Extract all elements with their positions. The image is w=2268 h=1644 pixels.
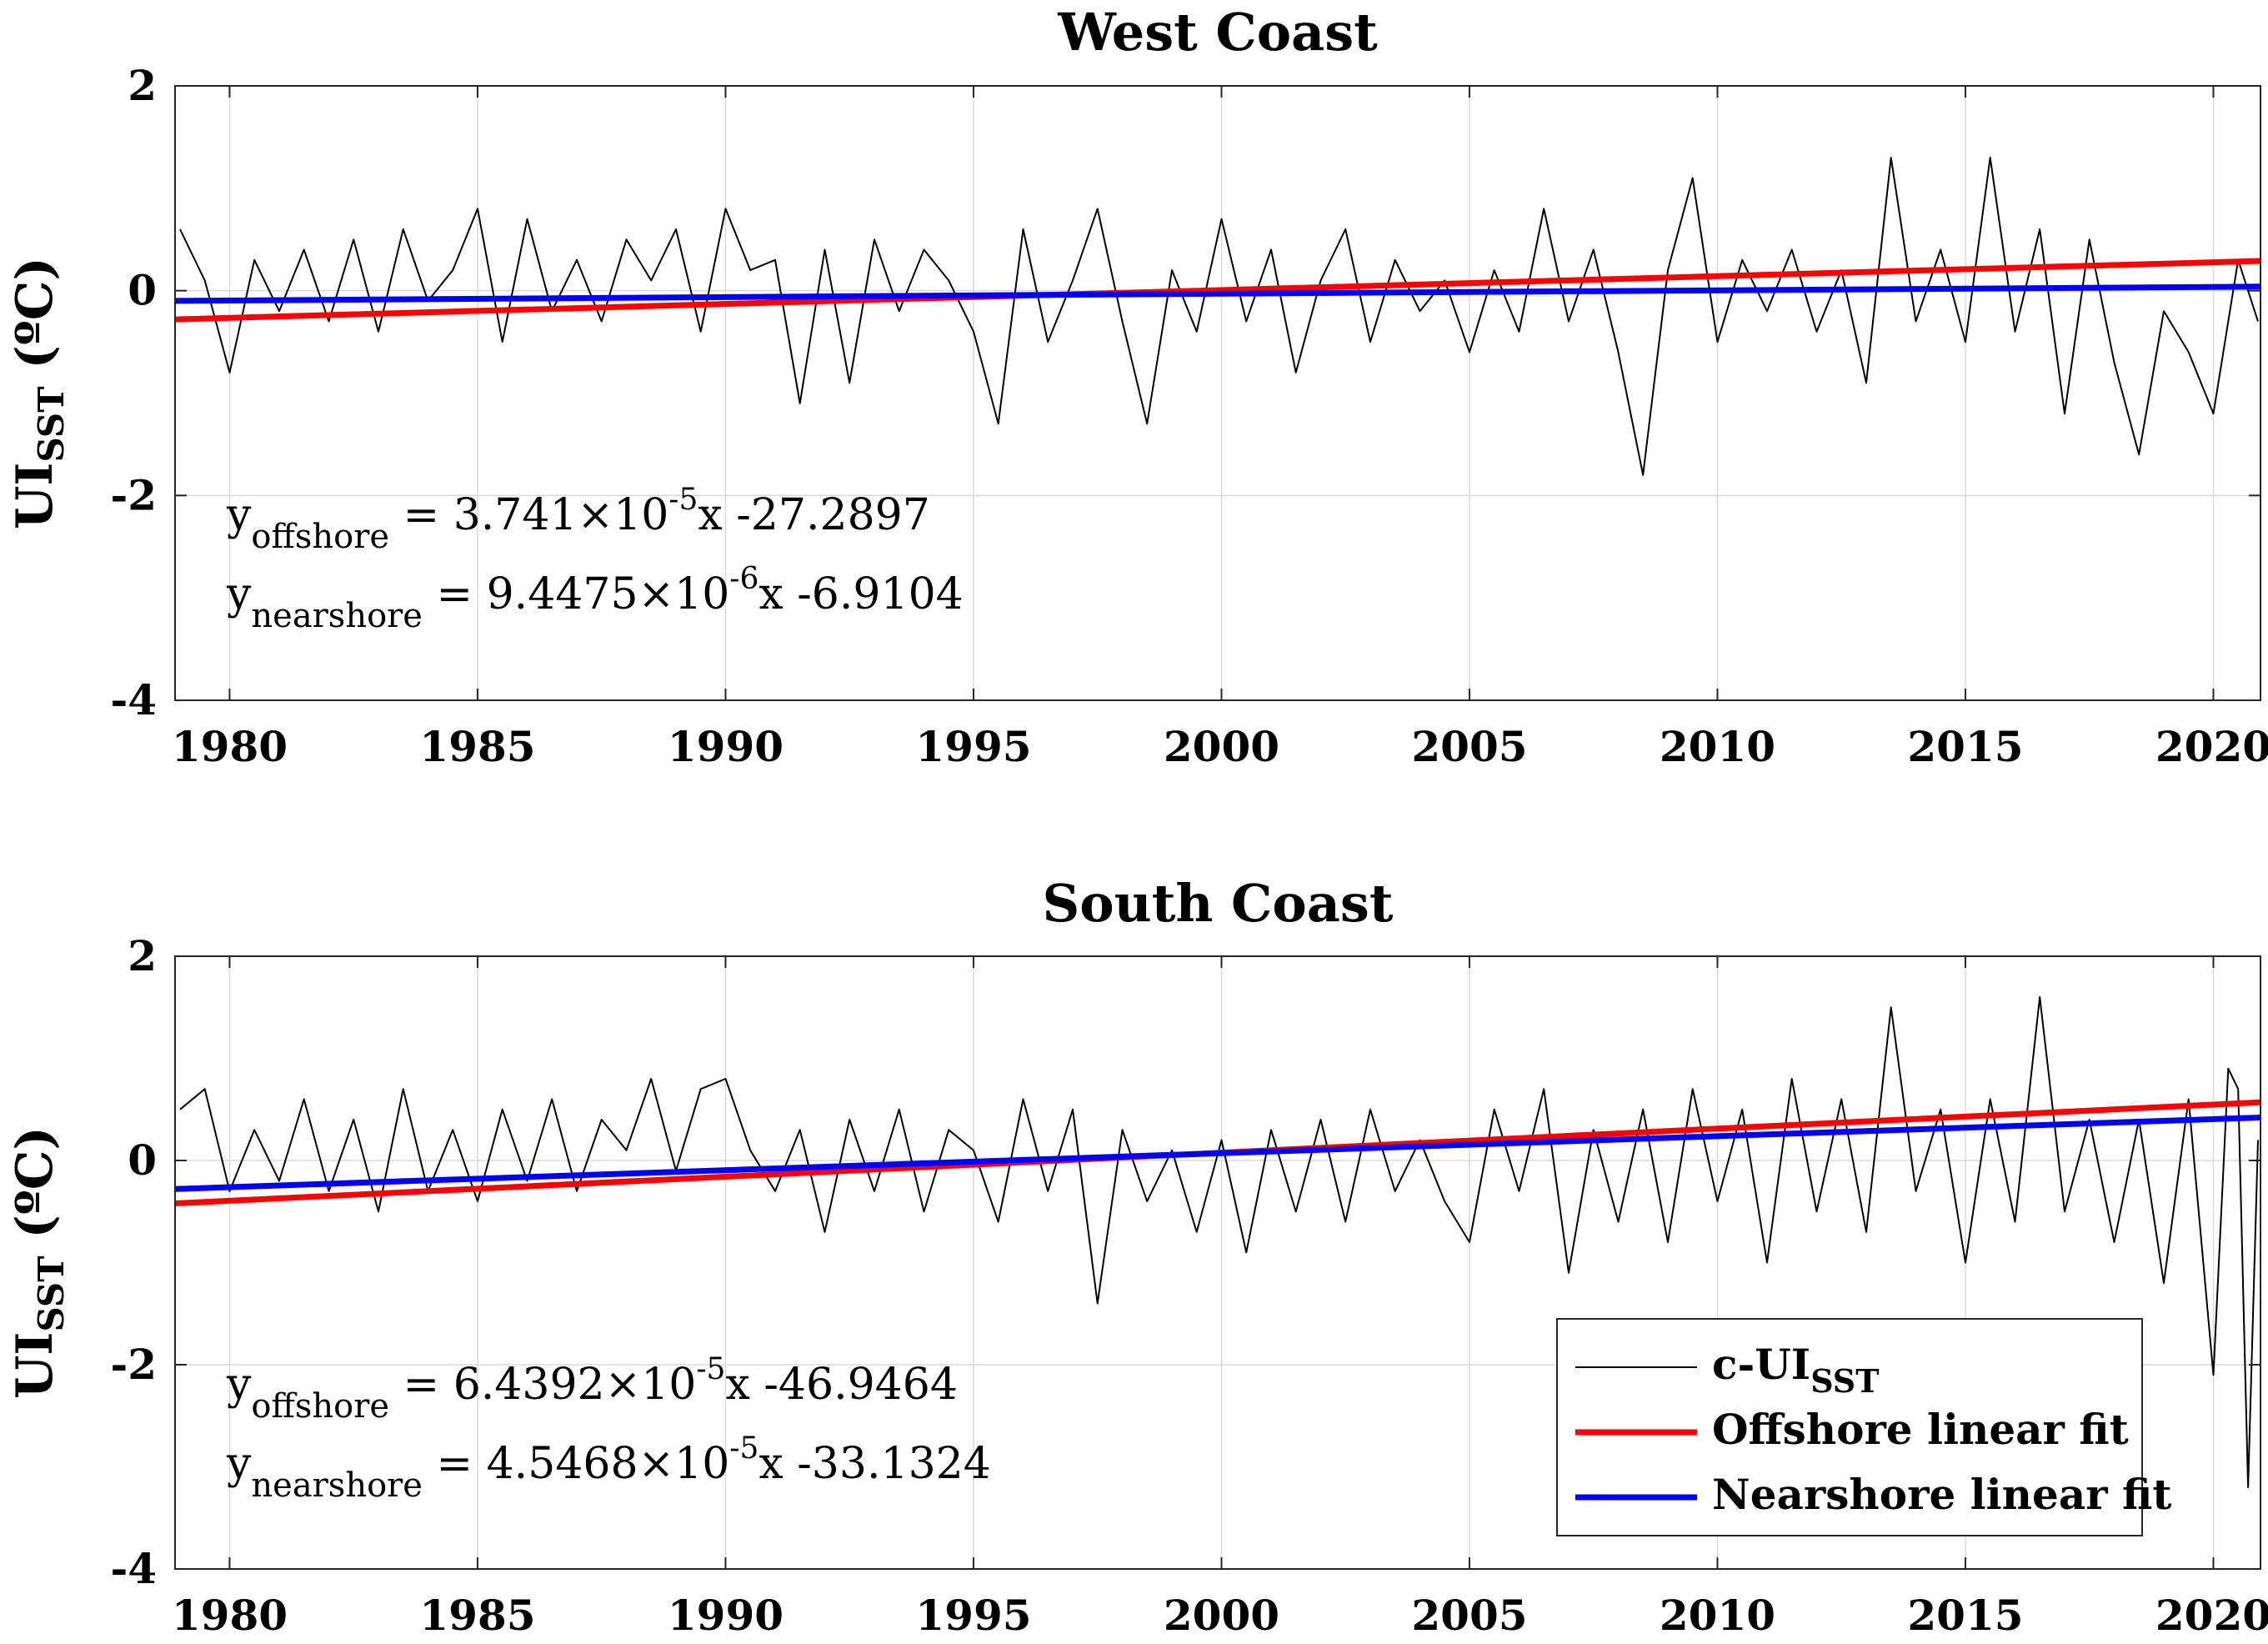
y-axis-label-main: UI [6, 1332, 64, 1399]
y-tick-label: 2 [128, 61, 157, 110]
x-tick-label: 2015 [1907, 1591, 2023, 1640]
x-tick-label: 1985 [419, 1591, 535, 1640]
y-tick-label: -4 [110, 675, 157, 724]
x-tick-label: 1980 [172, 1591, 288, 1640]
equation-intercept: x -6.9104 [759, 569, 963, 619]
equation-exponent: -5 [729, 1431, 759, 1466]
series-line-nearshore-fit [175, 1115, 2260, 1192]
fit-equation: yoffshore = 6.4392×10-5x -46.9464 [226, 1352, 958, 1426]
equation-y: y [226, 1360, 252, 1410]
series-line-c-uisst [179, 996, 2259, 1488]
series-line-nearshore-fit [175, 283, 2260, 304]
x-tick-label: 2000 [1164, 1591, 1279, 1640]
equation-y: y [226, 1439, 252, 1489]
x-tick-label: 1980 [172, 722, 288, 771]
y-axis-label: UISST (ºC) [6, 1126, 72, 1399]
x-tick-label: 2020 [2155, 722, 2268, 771]
y-axis-label-unit: (ºC) [6, 257, 64, 386]
equation-coefficient: = 6.4392×10 [389, 1360, 696, 1410]
legend-entry-main: Offshore linear fit [1712, 1405, 2129, 1454]
y-axis-label: UISST (ºC) [6, 257, 72, 529]
y-tick-label: 0 [128, 266, 157, 315]
plot-frame [174, 85, 2261, 701]
legend-entry-main: Nearshore linear fit [1712, 1470, 2171, 1519]
x-tick-label: 2005 [1411, 722, 1527, 771]
x-tick-label: 1990 [668, 722, 784, 771]
legend-entry-sub: SST [1810, 1362, 1879, 1400]
fit-equation: ynearshore = 4.5468×10-5x -33.1324 [226, 1431, 991, 1505]
x-tick-label: 2010 [1660, 722, 1775, 771]
legend-entry-main: c-UI [1712, 1340, 1810, 1389]
equation-subscript: offshore [251, 518, 389, 556]
y-tick-label: -4 [110, 1544, 157, 1593]
equation-y: y [226, 569, 252, 619]
legend-entry-label: Nearshore linear fit [1712, 1470, 2171, 1519]
chart-title: West Coast [1057, 2, 1378, 63]
y-axis-label-unit: (ºC) [6, 1126, 64, 1256]
series-line-c-uisst [179, 157, 2259, 476]
y-axis-label-main: UI [6, 463, 64, 529]
equation-intercept: x -33.1324 [759, 1439, 990, 1489]
x-tick-label: 1995 [915, 1591, 1031, 1640]
legend-entry-label: c-UISST [1712, 1340, 1880, 1400]
equation-coefficient: = 3.741×10 [389, 490, 668, 540]
y-tick-label: 0 [128, 1135, 157, 1185]
y-axis-label-sub: SST [31, 1256, 72, 1332]
chart-panel-south-coast: 1980 1985 1990 1995 2000 2005 2010 2015 202020-2… [6, 873, 2268, 1640]
equation-subscript: nearshore [251, 1466, 423, 1505]
equation-exponent: -5 [696, 1352, 725, 1386]
x-tick-label: 2010 [1660, 1591, 1775, 1640]
y-tick-label: 2 [128, 931, 157, 980]
x-tick-label: 1995 [915, 722, 1031, 771]
legend-entry-label: Offshore linear fit [1712, 1405, 2129, 1454]
legend: c-UISST Offshore linear fit Nearshore line… [1556, 1318, 2171, 1536]
y-axis-label-sub: SST [31, 387, 72, 463]
x-tick-label: 2000 [1164, 722, 1279, 771]
y-tick-label: -2 [110, 470, 157, 519]
equation-subscript: nearshore [251, 597, 423, 635]
chart-title: South Coast [1043, 873, 1394, 934]
equation-subscript: offshore [251, 1387, 389, 1426]
equation-y: y [226, 490, 252, 540]
chart-panel-west-coast: 1980 1985 1990 1995 2000 2005 2010 2015 202020-2… [6, 2, 2268, 771]
x-tick-label: 1990 [668, 1591, 784, 1640]
fit-equation: ynearshore = 9.4475×10-6x -6.9104 [226, 562, 964, 635]
plot-frame [174, 955, 2261, 1570]
equation-exponent: -5 [668, 483, 698, 517]
equation-intercept: x -46.9464 [725, 1360, 957, 1410]
x-tick-label: 2015 [1907, 722, 2023, 771]
y-tick-label: -2 [110, 1340, 157, 1389]
equation-coefficient: = 9.4475×10 [423, 569, 729, 619]
x-tick-label: 2020 [2155, 1591, 2268, 1640]
x-tick-label: 1985 [419, 722, 535, 771]
series-group [175, 996, 2260, 1488]
x-tick-label: 2005 [1411, 1591, 1527, 1640]
equation-coefficient: = 4.5468×10 [423, 1439, 729, 1489]
series-group [175, 157, 2260, 476]
equation-exponent: -6 [729, 562, 759, 596]
series-line-offshore-fit [175, 258, 2260, 323]
equation-intercept: x -27.2897 [698, 490, 929, 540]
fit-equation: yoffshore = 3.741×10-5x -27.2897 [226, 483, 930, 556]
